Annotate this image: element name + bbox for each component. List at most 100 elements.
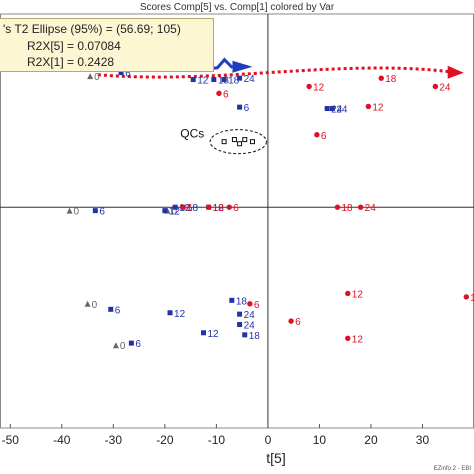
point-label: 24 bbox=[336, 105, 348, 116]
data-point bbox=[112, 342, 119, 349]
data-point bbox=[288, 318, 294, 324]
qc-point bbox=[231, 137, 237, 143]
data-point bbox=[190, 77, 196, 83]
point-label: 6 bbox=[187, 203, 193, 214]
data-point bbox=[329, 106, 335, 112]
point-label: 12 bbox=[313, 82, 325, 93]
data-point bbox=[226, 204, 232, 210]
point-label: 6 bbox=[254, 300, 260, 311]
point-label: 0 bbox=[94, 72, 100, 83]
qc-point bbox=[237, 141, 243, 147]
x-tick-labels: -50 -40 -30 -20 -10 0 10 20 30 bbox=[2, 433, 430, 447]
point-label: 6 bbox=[115, 305, 121, 316]
point-label: 24 bbox=[244, 310, 256, 321]
red-arrowhead bbox=[447, 65, 464, 79]
point-label: 0 bbox=[171, 207, 177, 218]
point-label: 18 bbox=[187, 203, 199, 214]
data-point bbox=[357, 204, 364, 210]
data-point bbox=[211, 77, 217, 83]
point-label: 0 bbox=[120, 341, 126, 352]
qc-label: QCs bbox=[180, 127, 204, 141]
data-point bbox=[334, 204, 341, 210]
data-points: QCs0000061218182462424612121818241824612… bbox=[66, 69, 474, 352]
x-tick-label: -30 bbox=[105, 433, 123, 447]
point-label: 18 bbox=[385, 74, 397, 85]
point-label: 12 bbox=[372, 102, 384, 113]
chart-title: Scores Comp[5] vs. Comp[1] colored by Va… bbox=[140, 2, 335, 13]
data-point bbox=[237, 75, 243, 81]
qc-point bbox=[221, 139, 227, 145]
x-tick-label: -50 bbox=[2, 433, 20, 447]
point-label: 0 bbox=[74, 207, 80, 218]
x-tick-label: 10 bbox=[313, 433, 327, 447]
data-point bbox=[221, 77, 227, 83]
point-label: 18 bbox=[341, 203, 353, 214]
point-label: 12 bbox=[352, 289, 364, 300]
x-tick-label: 30 bbox=[416, 433, 430, 447]
x-axis-label: t[5] bbox=[266, 450, 285, 466]
point-label: 1 bbox=[470, 293, 474, 304]
data-point bbox=[242, 332, 248, 338]
point-label: 6 bbox=[125, 69, 131, 80]
point-label: 12 bbox=[197, 76, 209, 87]
point-label: 18 bbox=[213, 203, 225, 214]
ellipse-text: 's T2 Ellipse (95%) = (56.69; 105) bbox=[3, 22, 181, 36]
qc-point bbox=[249, 139, 255, 145]
point-label: 6 bbox=[99, 207, 105, 218]
r2x1-text: R2X[1] = 0.2428 bbox=[27, 55, 115, 69]
data-point bbox=[205, 204, 212, 210]
data-point bbox=[345, 290, 351, 297]
point-label: 6 bbox=[321, 131, 327, 142]
data-point bbox=[237, 311, 243, 317]
data-point bbox=[365, 103, 372, 110]
point-label: 24 bbox=[244, 321, 256, 332]
x-tick-label: 0 bbox=[265, 433, 272, 447]
data-point bbox=[66, 207, 73, 214]
point-label: 24 bbox=[365, 203, 377, 214]
point-label: 6 bbox=[233, 203, 239, 214]
point-label: 12 bbox=[174, 309, 186, 320]
point-label: 6 bbox=[223, 89, 229, 100]
blue-arrowhead bbox=[232, 60, 253, 73]
data-point bbox=[84, 300, 91, 307]
data-point bbox=[247, 301, 253, 307]
point-label: 12 bbox=[208, 329, 220, 340]
x-tick-label: -20 bbox=[156, 433, 174, 447]
point-label: 12 bbox=[169, 207, 181, 218]
data-point bbox=[237, 322, 243, 327]
point-label: 18 bbox=[249, 331, 261, 342]
data-point bbox=[229, 297, 235, 303]
point-label: 24 bbox=[244, 74, 256, 85]
data-point bbox=[432, 83, 439, 90]
data-point bbox=[172, 204, 178, 210]
point-label: 12 bbox=[213, 203, 225, 214]
x-tick-label: 20 bbox=[364, 433, 378, 447]
data-point bbox=[314, 132, 320, 138]
point-label: 6 bbox=[244, 103, 250, 114]
data-point bbox=[180, 204, 186, 210]
qc-ellipse bbox=[209, 129, 267, 155]
point-label: 24 bbox=[331, 105, 343, 116]
point-label: 6 bbox=[135, 339, 141, 350]
data-point bbox=[216, 90, 222, 97]
data-point bbox=[108, 306, 114, 312]
point-label: 24 bbox=[439, 82, 451, 93]
data-point bbox=[167, 310, 173, 316]
point-label: 18 bbox=[228, 76, 240, 87]
data-point bbox=[162, 208, 168, 214]
stats-box: 's T2 Ellipse (95%) = (56.69; 105) R2X[5… bbox=[0, 18, 214, 72]
qc-point bbox=[242, 137, 248, 143]
footer-text: EZinfo 2 - EBI bbox=[433, 466, 471, 472]
data-point bbox=[237, 104, 243, 110]
data-point bbox=[87, 73, 94, 80]
data-point bbox=[324, 106, 330, 112]
x-tick-label: -10 bbox=[208, 433, 226, 447]
point-label: 12 bbox=[352, 334, 364, 345]
data-point bbox=[378, 75, 384, 81]
r2x5-text: R2X[5] = 0.07084 bbox=[27, 39, 121, 53]
data-point bbox=[463, 294, 469, 300]
data-point bbox=[128, 340, 134, 346]
red-trend-arrow bbox=[97, 66, 450, 79]
data-point bbox=[306, 83, 312, 90]
